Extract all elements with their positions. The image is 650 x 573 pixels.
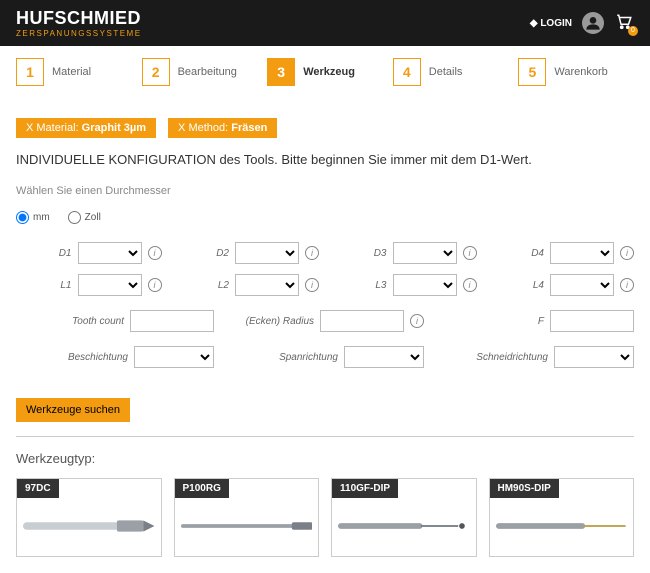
field-l4: L4i bbox=[489, 274, 635, 296]
field-d4: D4i bbox=[489, 242, 635, 264]
d1-select[interactable] bbox=[78, 242, 142, 264]
tool-cards: 97DC P100RG 110GF-DIP HM90S-DIP bbox=[16, 478, 634, 557]
header-right: ◆ LOGIN 0 bbox=[530, 12, 634, 34]
tool-card[interactable]: 110GF-DIP bbox=[331, 478, 477, 557]
logo[interactable]: HUFSCHMIED ZERSPANUNGSSYSTEME bbox=[16, 8, 142, 38]
filter-prefix: X Material: bbox=[26, 122, 82, 134]
l4-select[interactable] bbox=[550, 274, 614, 296]
filter-value: Graphit 3µm bbox=[82, 122, 146, 134]
step-num: 3 bbox=[267, 58, 295, 86]
filter-tags: X Material: Graphit 3µm X Method: Fräsen bbox=[16, 118, 634, 138]
login-link[interactable]: ◆ LOGIN bbox=[530, 18, 572, 29]
filter-value: Fräsen bbox=[231, 122, 267, 134]
section-title: Werkzeugtyp: bbox=[16, 451, 634, 466]
logo-sub: ZERSPANUNGSSYSTEME bbox=[16, 29, 142, 38]
field-tooth: Tooth count bbox=[16, 310, 214, 332]
info-icon[interactable]: i bbox=[620, 246, 634, 260]
info-icon[interactable]: i bbox=[148, 246, 162, 260]
unit-zoll-radio[interactable] bbox=[68, 211, 81, 224]
field-f: F bbox=[436, 310, 634, 332]
unit-zoll[interactable]: Zoll bbox=[68, 211, 101, 224]
field-radius: (Ecken) Radiusi bbox=[226, 310, 424, 332]
avatar-icon[interactable] bbox=[582, 12, 604, 34]
step-werkzeug[interactable]: 3 Werkzeug bbox=[267, 58, 383, 86]
schneidrichtung-select[interactable] bbox=[554, 346, 634, 368]
info-icon[interactable]: i bbox=[463, 246, 477, 260]
tool-card[interactable]: 97DC bbox=[16, 478, 162, 557]
d2-select[interactable] bbox=[235, 242, 299, 264]
row-params: Tooth count (Ecken) Radiusi F bbox=[16, 310, 634, 332]
unit-mm[interactable]: mm bbox=[16, 211, 50, 224]
tool-image bbox=[490, 498, 634, 556]
field-beschichtung: Beschichtung bbox=[16, 346, 214, 368]
header: HUFSCHMIED ZERSPANUNGSSYSTEME ◆ LOGIN 0 bbox=[0, 0, 650, 46]
search-button[interactable]: Werkzeuge suchen bbox=[16, 398, 130, 422]
unit-mm-radio[interactable] bbox=[16, 211, 29, 224]
headline: INDIVIDUELLE KONFIGURATION des Tools. Bi… bbox=[16, 152, 634, 167]
info-icon[interactable]: i bbox=[463, 278, 477, 292]
cart-badge: 0 bbox=[628, 26, 638, 36]
d4-select[interactable] bbox=[550, 242, 614, 264]
divider bbox=[16, 436, 634, 437]
filter-method[interactable]: X Method: Fräsen bbox=[168, 118, 277, 138]
step-label: Werkzeug bbox=[303, 66, 355, 78]
step-num: 5 bbox=[518, 58, 546, 86]
f-input[interactable] bbox=[550, 310, 634, 332]
step-label: Material bbox=[52, 66, 91, 78]
tooth-input[interactable] bbox=[130, 310, 214, 332]
field-d2: D2i bbox=[174, 242, 320, 264]
info-icon[interactable]: i bbox=[305, 278, 319, 292]
l3-select[interactable] bbox=[393, 274, 457, 296]
filter-prefix: X Method: bbox=[178, 122, 231, 134]
field-d3: D3i bbox=[331, 242, 477, 264]
l1-select[interactable] bbox=[78, 274, 142, 296]
filter-material[interactable]: X Material: Graphit 3µm bbox=[16, 118, 156, 138]
step-details[interactable]: 4 Details bbox=[393, 58, 509, 86]
card-title: 97DC bbox=[17, 479, 59, 498]
step-warenkorb[interactable]: 5 Warenkorb bbox=[518, 58, 634, 86]
step-num: 4 bbox=[393, 58, 421, 86]
field-l3: L3i bbox=[331, 274, 477, 296]
radius-input[interactable] bbox=[320, 310, 404, 332]
info-icon[interactable]: i bbox=[620, 278, 634, 292]
beschichtung-select[interactable] bbox=[134, 346, 214, 368]
info-icon[interactable]: i bbox=[148, 278, 162, 292]
card-title: P100RG bbox=[175, 479, 229, 498]
step-label: Warenkorb bbox=[554, 66, 607, 78]
cart-icon[interactable]: 0 bbox=[614, 13, 634, 34]
step-num: 1 bbox=[16, 58, 44, 86]
card-title: 110GF-DIP bbox=[332, 479, 398, 498]
step-bearbeitung[interactable]: 2 Bearbeitung bbox=[142, 58, 258, 86]
tool-card[interactable]: HM90S-DIP bbox=[489, 478, 635, 557]
info-icon[interactable]: i bbox=[305, 246, 319, 260]
field-schneidrichtung: Schneidrichtung bbox=[436, 346, 634, 368]
step-num: 2 bbox=[142, 58, 170, 86]
d3-select[interactable] bbox=[393, 242, 457, 264]
unit-selector: mm Zoll bbox=[16, 211, 634, 224]
step-label: Details bbox=[429, 66, 463, 78]
steps: 1 Material 2 Bearbeitung 3 Werkzeug 4 De… bbox=[0, 46, 650, 98]
logo-main: HUFSCHMIED bbox=[16, 8, 142, 29]
diameter-grid: D1i D2i D3i D4i L1i L2i L3i L4i bbox=[16, 242, 634, 296]
tool-image bbox=[17, 498, 161, 556]
field-l2: L2i bbox=[174, 274, 320, 296]
tool-card[interactable]: P100RG bbox=[174, 478, 320, 557]
l2-select[interactable] bbox=[235, 274, 299, 296]
info-icon[interactable]: i bbox=[410, 314, 424, 328]
row-directions: Beschichtung Spanrichtung Schneidrichtun… bbox=[16, 346, 634, 368]
step-material[interactable]: 1 Material bbox=[16, 58, 132, 86]
card-title: HM90S-DIP bbox=[490, 479, 559, 498]
step-label: Bearbeitung bbox=[178, 66, 237, 78]
tool-image bbox=[175, 498, 319, 556]
field-spanrichtung: Spanrichtung bbox=[226, 346, 424, 368]
field-l1: L1i bbox=[16, 274, 162, 296]
content: X Material: Graphit 3µm X Method: Fräsen… bbox=[0, 118, 650, 573]
subhead: Wählen Sie einen Durchmesser bbox=[16, 185, 634, 197]
tool-image bbox=[332, 498, 476, 556]
field-d1: D1i bbox=[16, 242, 162, 264]
spanrichtung-select[interactable] bbox=[344, 346, 424, 368]
